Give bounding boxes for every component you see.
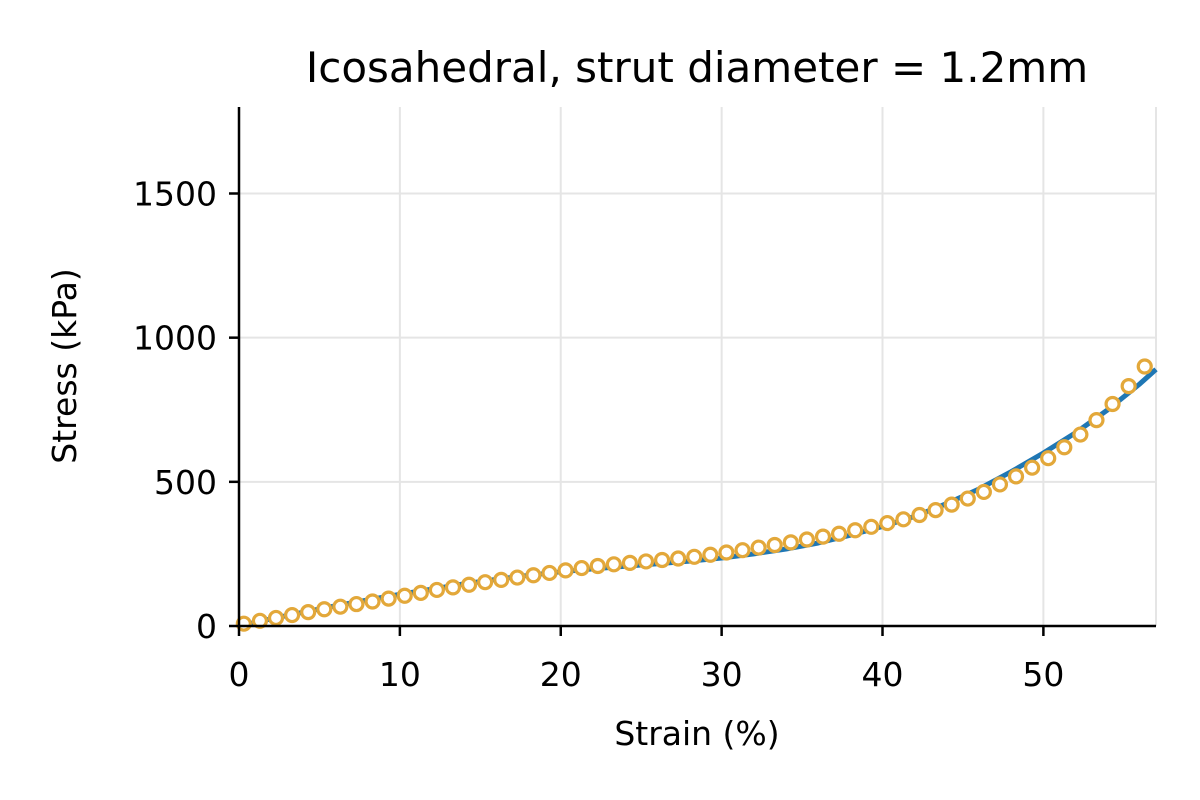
y-tick-label: 0 <box>196 607 217 646</box>
data-point <box>654 551 671 569</box>
y-tick-label: 1000 <box>133 319 217 358</box>
data-point <box>863 518 880 535</box>
data-point <box>444 579 462 596</box>
x-tick-label: 30 <box>701 655 743 694</box>
data-point <box>782 534 799 551</box>
data-point <box>766 536 783 554</box>
data-point <box>1024 459 1041 476</box>
data-point <box>895 511 912 528</box>
data-point <box>1088 412 1105 429</box>
data-point <box>283 606 301 624</box>
data-point <box>541 564 558 582</box>
data-point <box>348 595 365 613</box>
data-point <box>1072 426 1089 443</box>
data-point <box>1056 439 1073 456</box>
model-series-line <box>238 367 1158 629</box>
x-tick-label: 10 <box>379 655 421 694</box>
data-point <box>525 567 542 584</box>
data-point <box>927 501 944 519</box>
data-point <box>798 531 815 548</box>
y-axis-label: Stress (kPa) <box>45 268 84 463</box>
data-point <box>750 539 767 556</box>
y-tick-label: 1500 <box>133 175 217 214</box>
x-tick-label: 50 <box>1022 655 1064 694</box>
data-point <box>605 556 622 573</box>
data-point <box>670 550 687 567</box>
data-point <box>1104 395 1121 413</box>
data-point <box>509 569 526 586</box>
data-point <box>1040 450 1057 467</box>
data-point <box>621 554 639 571</box>
x-tick-label: 40 <box>862 655 904 694</box>
data-point <box>637 553 655 570</box>
plot-area <box>235 358 1158 632</box>
data-point <box>702 546 719 563</box>
data-point <box>959 490 976 507</box>
data-point <box>686 548 703 565</box>
data-point <box>830 525 848 542</box>
axes <box>237 107 1156 628</box>
data-point <box>300 604 317 621</box>
data-point <box>847 522 864 539</box>
data-point <box>316 601 333 618</box>
data-point <box>493 571 510 588</box>
data-point <box>1136 358 1153 375</box>
data-point <box>477 574 494 591</box>
data-point <box>380 590 397 607</box>
data-point <box>428 581 445 599</box>
data-point <box>589 557 606 575</box>
chart-title: Icosahedral, strut diameter = 1.2mm <box>306 43 1088 92</box>
data-point <box>718 544 735 561</box>
x-axis-label: Strain (%) <box>614 714 779 753</box>
data-point <box>460 576 478 593</box>
x-tick-label: 0 <box>229 655 250 694</box>
data-point <box>991 476 1009 493</box>
data-point <box>573 559 590 577</box>
data-point <box>1120 378 1137 395</box>
data-point <box>364 593 381 610</box>
data-point <box>267 609 285 627</box>
data-point <box>251 612 269 629</box>
data-point <box>911 506 928 524</box>
x-tick-label: 20 <box>540 655 582 694</box>
data-point <box>943 496 960 513</box>
data-point <box>412 584 429 601</box>
data-point <box>975 483 992 501</box>
data-point <box>332 598 349 615</box>
data-point <box>557 562 574 579</box>
data-point <box>1007 468 1025 485</box>
grid <box>239 107 1157 626</box>
data-point <box>396 587 413 604</box>
data-point <box>814 528 832 545</box>
y-tick-label: 500 <box>154 463 217 502</box>
data-point <box>879 514 896 532</box>
data-point <box>734 542 751 559</box>
